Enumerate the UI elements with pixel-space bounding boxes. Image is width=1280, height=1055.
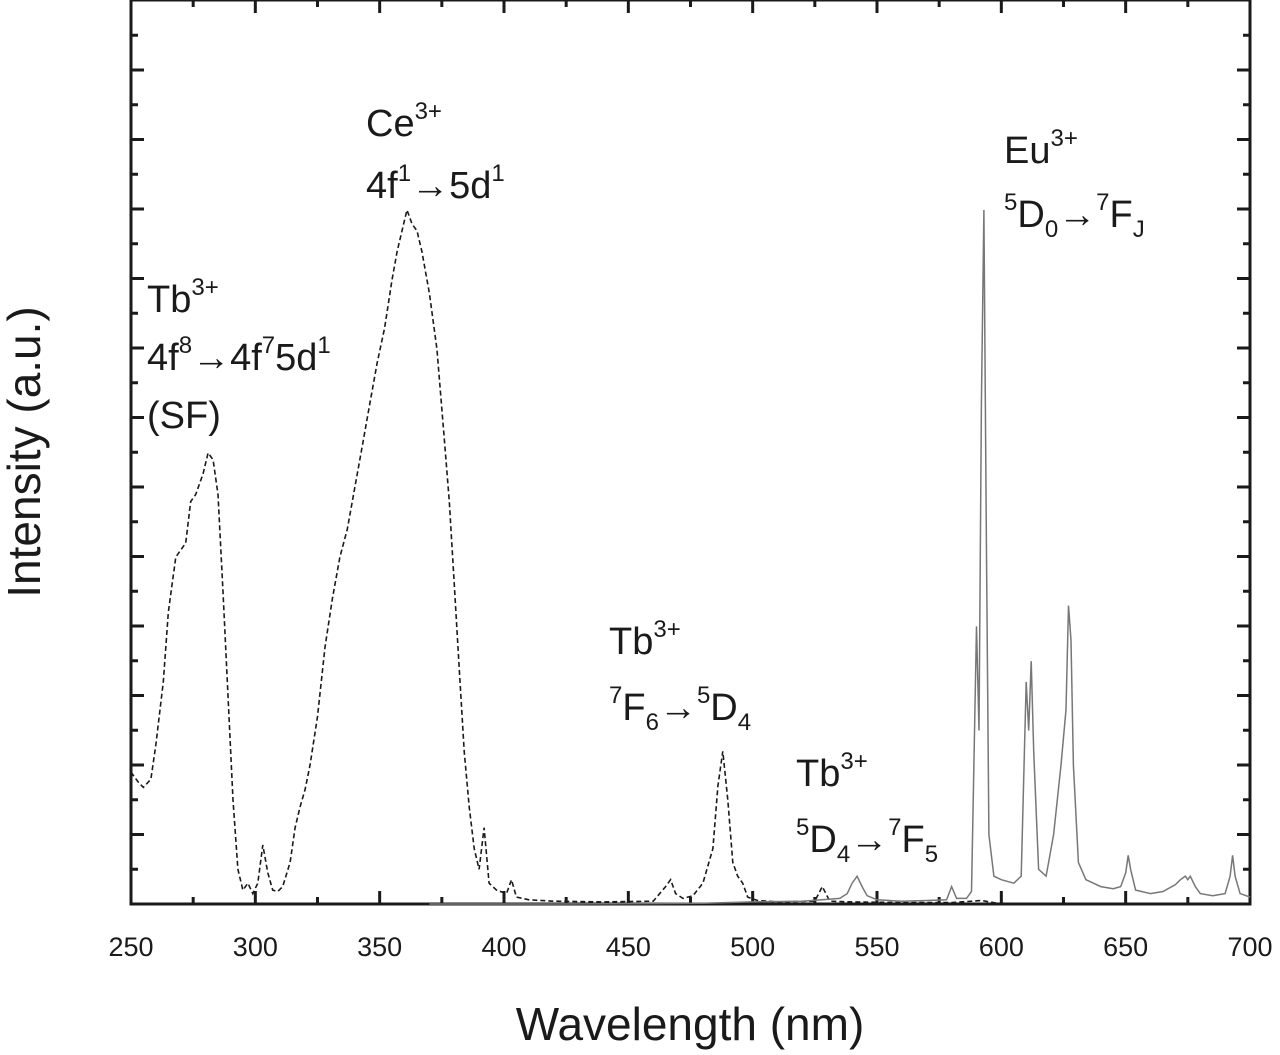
- annotation-segment: →5d: [411, 165, 491, 207]
- annotation-segment: →: [1058, 194, 1096, 236]
- annotation-segment: Eu: [1004, 130, 1050, 172]
- annotation-segment: 7: [888, 814, 901, 841]
- annotation-segment: →4f: [192, 337, 262, 379]
- annotation-segment: 3+: [840, 748, 867, 775]
- annotation-tb-7f6-5d4: Tb3+ 7F6→5D4: [609, 616, 751, 736]
- annotation-line: 7F6→5D4: [609, 682, 751, 736]
- annotation-segment: F: [622, 687, 645, 729]
- annotation-segment: 0: [1045, 216, 1058, 243]
- annotation-segment: 7: [609, 682, 622, 709]
- plot-frame: [129, 0, 1252, 906]
- x-tick-label: 250: [108, 932, 153, 962]
- annotation-segment: 4f: [366, 165, 398, 207]
- annotation-layer: Tb3+4f8→4f75d1(SF)Ce3+4f1→5d1Tb3+7F6→5D4…: [147, 98, 1145, 868]
- axis-ticks: [129, 0, 1252, 904]
- annotation-tb-sf: Tb3+ 4f8→4f75d1 (SF): [147, 274, 331, 437]
- annotation-segment: Tb: [796, 753, 840, 795]
- annotation-segment: 4: [837, 841, 850, 868]
- annotation-segment: 1: [491, 160, 504, 187]
- annotation-segment: 8: [179, 332, 192, 359]
- x-tick-label: 550: [854, 932, 899, 962]
- series-line-excitation: [130, 207, 1002, 905]
- annotation-segment: 7: [1096, 189, 1109, 216]
- x-tick-label: 300: [233, 932, 278, 962]
- annotation-segment: Tb: [147, 279, 191, 321]
- annotation-eu: Eu3+ 5D0→7FJ: [1004, 125, 1145, 243]
- x-tick-label: 650: [1103, 932, 1148, 962]
- annotation-segment: D: [1017, 194, 1044, 236]
- annotation-line: Tb3+: [609, 616, 681, 663]
- annotation-segment: 5: [925, 841, 938, 868]
- annotation-line: 4f1→5d1: [366, 160, 505, 207]
- annotation-segment: 3+: [1050, 125, 1077, 152]
- annotation-segment: →: [850, 819, 888, 861]
- x-tick-label: 400: [481, 932, 526, 962]
- annotation-segment: D: [710, 687, 737, 729]
- annotation-line: 5D0→7FJ: [1004, 189, 1145, 243]
- series-line-emission: [429, 209, 1251, 905]
- annotation-segment: 1: [398, 160, 411, 187]
- x-axis-title: Wavelength (nm): [516, 998, 865, 1050]
- annotation-segment: 5d: [275, 337, 317, 379]
- annotation-segment: J: [1133, 216, 1145, 243]
- annotation-segment: F: [1110, 194, 1133, 236]
- x-tick-label: 500: [730, 932, 775, 962]
- annotation-segment: 5: [1004, 189, 1017, 216]
- annotation-line: Tb3+: [147, 274, 219, 321]
- x-tick-label: 600: [979, 932, 1024, 962]
- annotation-ce: Ce3+4f1→5d1: [366, 98, 505, 207]
- annotation-segment: 3+: [191, 274, 218, 301]
- annotation-line: Tb3+: [796, 748, 868, 795]
- x-tick-label: 350: [357, 932, 402, 962]
- annotation-segment: 3+: [415, 98, 442, 125]
- annotation-line: 5D4→7F5: [796, 814, 938, 868]
- annotation-segment: Tb: [609, 621, 653, 663]
- annotation-segment: 4: [738, 709, 751, 736]
- x-tick-labels: 250 300 350 400 450 500 550 600 650 700: [108, 932, 1272, 962]
- annotation-segment: D: [809, 819, 836, 861]
- annotation-segment: 5: [697, 682, 710, 709]
- annotation-segment: 3+: [653, 616, 680, 643]
- annotation-segment: 5: [796, 814, 809, 841]
- annotation-segment: (SF): [147, 395, 221, 437]
- annotation-segment: F: [902, 819, 925, 861]
- y-axis-title: Intensity (a.u.): [0, 306, 50, 597]
- annotation-segment: 4f: [147, 337, 179, 379]
- annotation-tb-5d4-7f5: Tb3+5D4→7F5: [796, 748, 938, 868]
- annotation-line: (SF): [147, 395, 221, 437]
- annotation-line: Ce3+: [366, 98, 442, 145]
- annotation-segment: 1: [317, 332, 330, 359]
- annotation-line: Eu3+: [1004, 125, 1078, 172]
- annotation-segment: Ce: [366, 103, 415, 145]
- x-tick-label: 700: [1227, 932, 1272, 962]
- series-layer: [130, 207, 1251, 905]
- annotation-segment: →: [659, 687, 697, 729]
- x-tick-label: 450: [606, 932, 651, 962]
- annotation-segment: 6: [646, 709, 659, 736]
- annotation-line: 4f8→4f75d1: [147, 332, 331, 379]
- annotation-segment: 7: [262, 332, 275, 359]
